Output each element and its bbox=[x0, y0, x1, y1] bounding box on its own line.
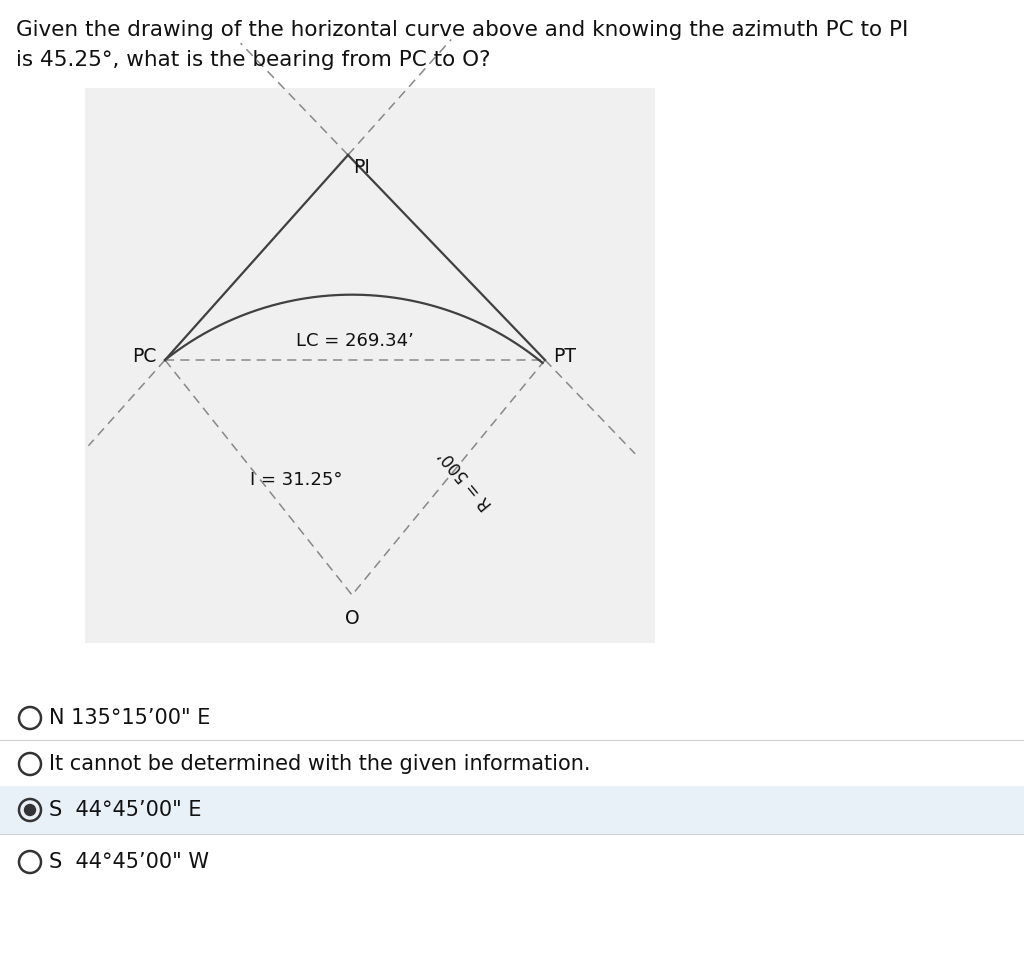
Text: PC: PC bbox=[133, 346, 157, 366]
Text: PI: PI bbox=[353, 158, 370, 177]
Text: LC = 269.34’: LC = 269.34’ bbox=[296, 332, 414, 350]
Text: O: O bbox=[345, 609, 359, 628]
Text: N 135°15’00" E: N 135°15’00" E bbox=[49, 708, 210, 728]
Text: S  44°45’00" E: S 44°45’00" E bbox=[49, 800, 202, 820]
Text: R = 500’: R = 500’ bbox=[436, 446, 497, 513]
FancyBboxPatch shape bbox=[0, 786, 1024, 834]
Circle shape bbox=[25, 805, 36, 815]
Text: It cannot be determined with the given information.: It cannot be determined with the given i… bbox=[49, 754, 591, 774]
Text: I = 31.25°: I = 31.25° bbox=[250, 471, 342, 489]
FancyBboxPatch shape bbox=[85, 88, 655, 643]
Text: PT: PT bbox=[553, 346, 575, 366]
Text: S  44°45’00" W: S 44°45’00" W bbox=[49, 852, 209, 872]
Text: Given the drawing of the horizontal curve above and knowing the azimuth PC to PI: Given the drawing of the horizontal curv… bbox=[16, 20, 908, 71]
